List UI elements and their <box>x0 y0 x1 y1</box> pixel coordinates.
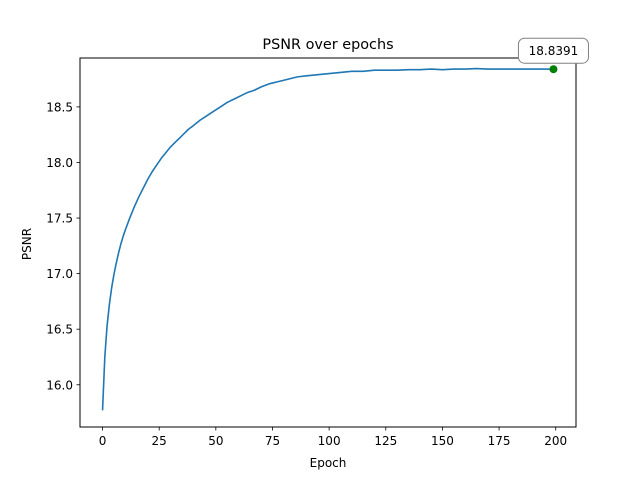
series-line <box>101 67 554 411</box>
y-tick-label: 18.0 <box>46 156 73 170</box>
x-tick-label: 125 <box>374 434 397 448</box>
x-tick-label: 100 <box>318 434 341 448</box>
x-axis: 0 25 50 75 100 125 150 175 200 <box>99 427 567 448</box>
x-tick-label: 75 <box>265 434 280 448</box>
y-tick-label: 16.5 <box>46 323 73 337</box>
x-axis-label: Epoch <box>310 456 347 470</box>
x-tick-label: 200 <box>544 434 567 448</box>
axes-frame <box>79 57 577 428</box>
y-tick-label: 16.0 <box>46 378 73 392</box>
x-tick-label: 25 <box>152 434 167 448</box>
plot-area <box>101 67 554 411</box>
y-axis: 16.0 16.5 17.0 17.5 18.0 18.5 <box>46 100 80 392</box>
y-tick-label: 17.0 <box>46 267 73 281</box>
highlight-annotation: 18.8391 <box>517 37 589 74</box>
y-axis-label: PSNR <box>20 228 34 260</box>
highlight-marker <box>549 65 558 74</box>
x-tick-label: 150 <box>431 434 454 448</box>
y-tick-label: 18.5 <box>46 100 73 114</box>
y-tick-label: 17.5 <box>46 212 73 226</box>
x-tick-label: 0 <box>99 434 107 448</box>
x-tick-label: 175 <box>488 434 511 448</box>
chart-title: PSNR over epochs <box>262 37 393 53</box>
x-tick-label: 50 <box>208 434 223 448</box>
highlight-label: 18.8391 <box>529 44 579 58</box>
highlight-box <box>517 37 589 64</box>
